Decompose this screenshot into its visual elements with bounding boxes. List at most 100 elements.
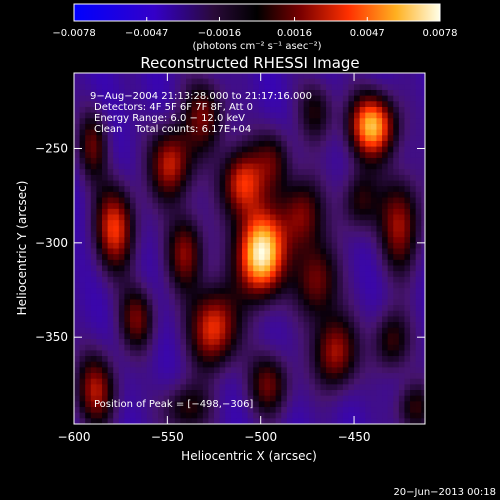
heatmap-cell [225, 231, 232, 238]
heatmap-cell [169, 333, 176, 340]
heatmap-cell [275, 191, 282, 199]
heatmap-cell [370, 293, 378, 301]
heatmap-cell [342, 390, 350, 397]
heatmap-cell [326, 225, 333, 233]
heatmap-cell [191, 248, 198, 255]
heatmap-cell [398, 123, 406, 131]
heatmap-cell [382, 95, 389, 102]
heatmap-cell [79, 112, 86, 119]
heatmap-cell [292, 225, 299, 233]
heatmap-cell [107, 152, 114, 159]
heatmap-cell [354, 186, 361, 193]
heatmap-cell [118, 401, 126, 408]
heatmap-cell [152, 248, 159, 255]
heatmap-cell [247, 373, 254, 380]
heatmap-cell [354, 288, 361, 295]
heatmap-cell [410, 350, 417, 357]
heatmap-cell [337, 231, 344, 238]
heatmap-cell [370, 288, 378, 295]
heatmap-cell [326, 282, 333, 289]
heatmap-cell [197, 373, 204, 380]
heatmap-cell [309, 191, 316, 199]
heatmap-cell [270, 401, 277, 408]
heatmap-cell [208, 254, 215, 261]
heatmap-cell [393, 174, 400, 182]
heatmap-cell [253, 118, 260, 125]
heatmap-cell [135, 225, 142, 233]
heatmap-cell [74, 84, 81, 91]
heatmap-cell [130, 191, 137, 199]
heatmap-cell [393, 384, 400, 391]
heatmap-cell [354, 248, 361, 255]
heatmap-cell [365, 271, 372, 278]
heatmap-cell [393, 276, 400, 284]
heatmap-cell [398, 384, 406, 391]
heatmap-cell [214, 265, 221, 272]
heatmap-cell [376, 390, 383, 397]
heatmap-cell [202, 305, 210, 312]
heatmap-cell [141, 84, 148, 91]
heatmap-cell [130, 265, 137, 272]
heatmap-cell [365, 288, 372, 295]
heatmap-cell [398, 401, 406, 408]
heatmap-cell [197, 220, 204, 227]
heatmap-cell [264, 123, 271, 131]
heatmap-cell [298, 367, 305, 374]
heatmap-cell [146, 356, 154, 363]
heatmap-cell [359, 146, 366, 153]
heatmap-cell [253, 356, 260, 363]
heatmap-cell [158, 95, 165, 102]
heatmap-cell [275, 407, 282, 414]
heatmap-cell [169, 412, 176, 419]
heatmap-cell [376, 169, 383, 176]
heatmap-cell [292, 401, 299, 408]
heatmap-cell [303, 288, 310, 295]
heatmap-cell [90, 361, 97, 368]
heatmap-cell [146, 225, 154, 233]
heatmap-cell [281, 174, 288, 182]
heatmap-cell [326, 361, 333, 368]
heatmap-cell [247, 118, 254, 125]
heatmap-cell [331, 163, 338, 170]
heatmap-cell [146, 276, 154, 284]
heatmap-cell [118, 259, 126, 267]
heatmap-cell [191, 327, 198, 335]
heatmap-cell [225, 384, 232, 391]
heatmap-cell [158, 310, 165, 318]
heatmap-cell [415, 344, 422, 351]
heatmap-cell [365, 214, 372, 221]
heatmap-cell [130, 157, 137, 165]
heatmap-cell [331, 288, 338, 295]
heatmap-cell [286, 276, 294, 284]
heatmap-cell [342, 214, 350, 221]
heatmap-cell [135, 327, 142, 335]
heatmap-cell [135, 203, 142, 210]
heatmap-cell [135, 140, 142, 148]
heatmap-cell [236, 373, 243, 380]
heatmap-cell [331, 384, 338, 391]
heatmap-cell [320, 191, 327, 199]
heatmap-cell [113, 299, 120, 306]
heatmap-cell [90, 293, 97, 301]
heatmap-cell [186, 361, 193, 368]
heatmap-cell [359, 327, 366, 335]
heatmap-cell [331, 248, 338, 255]
heatmap-cell [158, 152, 165, 159]
heatmap-cell [253, 350, 260, 357]
heatmap-cell [96, 89, 103, 97]
heatmap-cell [359, 259, 366, 267]
y-tick-label: −300 [35, 236, 68, 250]
heatmap-cell [79, 180, 86, 187]
heatmap-cell [348, 152, 355, 159]
heatmap-cell [320, 225, 327, 233]
heatmap-cell [186, 293, 193, 301]
heatmap-cell [124, 135, 131, 142]
heatmap-cell [326, 350, 333, 357]
heatmap-cell [214, 310, 221, 318]
heatmap-cell [253, 129, 260, 136]
heatmap-cell [152, 310, 159, 318]
heatmap-cell [74, 293, 81, 301]
heatmap-cell [124, 123, 131, 131]
heatmap-cell [342, 197, 350, 204]
heatmap-cell [410, 220, 417, 227]
